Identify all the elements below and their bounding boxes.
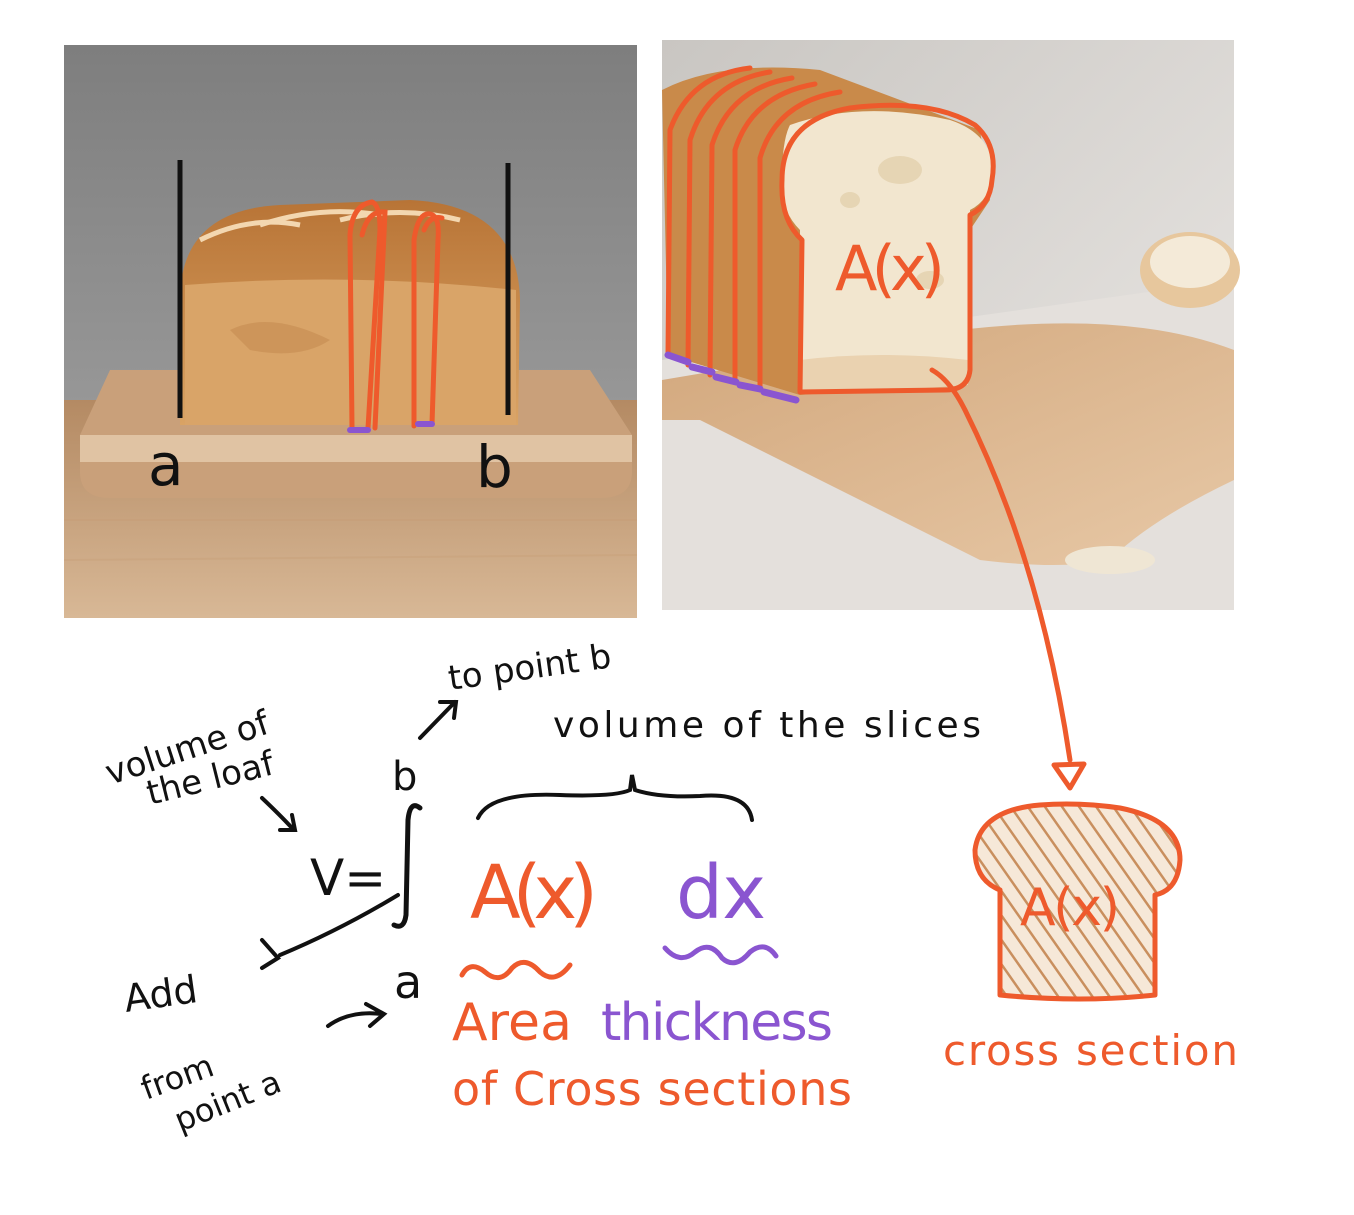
integral-sign (391, 803, 423, 929)
slices-brace (476, 774, 754, 822)
add-label: Add (121, 967, 200, 1021)
label-a: a (148, 431, 184, 499)
integrand-area: A(x) (470, 850, 598, 936)
area-label: Area (452, 993, 572, 1053)
lower-limit-a: a (394, 955, 422, 1009)
loaf-photo-front: a b (63, 45, 638, 618)
arrow-to-v (260, 796, 298, 832)
label-b: b (476, 433, 513, 501)
integrand-dx: dx (676, 850, 766, 936)
area-underline (459, 959, 573, 981)
toast-area-label: A(x) (1020, 878, 1120, 938)
arrow-to-lower-limit (326, 1002, 388, 1028)
thickness-label: thickness (601, 993, 833, 1053)
thickness-marks-sliced (664, 351, 800, 404)
dx-underline (662, 944, 779, 966)
cross-sections-label: of Cross sections (452, 1062, 852, 1116)
volume-of-slices: volume of the slices (553, 705, 981, 746)
add-arrow (260, 893, 400, 970)
loaf-photo-sliced: A(x) (662, 40, 1240, 610)
slice-area-label: A(x) (835, 232, 945, 305)
sliced-loaf (662, 67, 993, 395)
slice-outlines-sliced (665, 65, 996, 395)
arrow-to-upper-limit (418, 700, 459, 740)
to-point-b: to point b (446, 636, 614, 698)
upper-limit-b: b (392, 754, 417, 800)
cross-section-toast: A(x) (972, 801, 1183, 1002)
cross-section-label: cross section (943, 1026, 1238, 1075)
v-equals: V= (310, 849, 386, 907)
integral-notes: volume of the loaf to point b volume of … (100, 636, 981, 1139)
slice-outlines-front (347, 199, 445, 431)
arrow-to-cross-section (929, 367, 1087, 791)
